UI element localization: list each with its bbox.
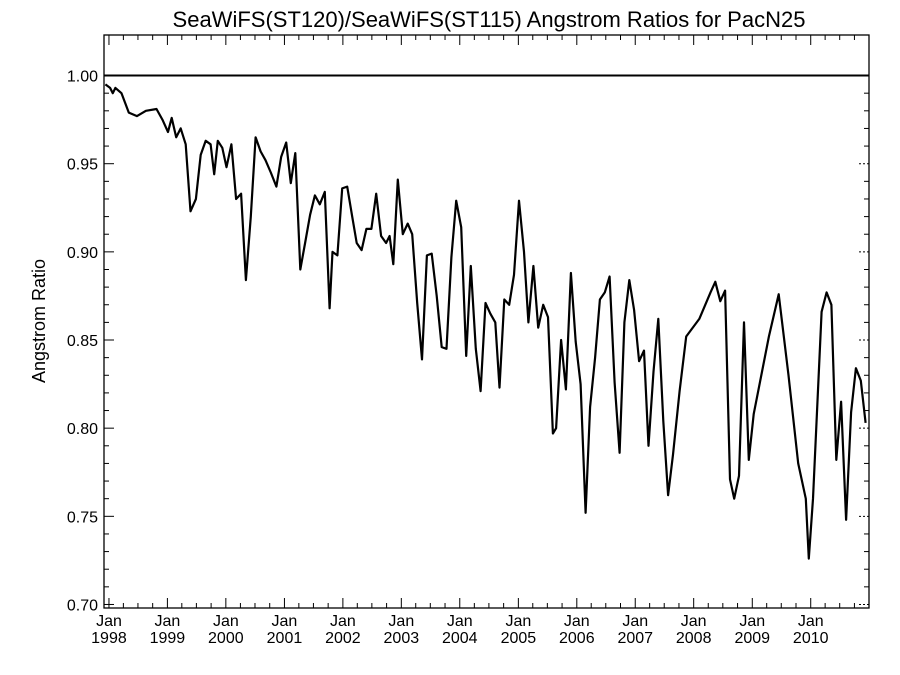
- x-tick-month: Jan: [622, 613, 648, 630]
- y-tick-label: 1.00: [67, 69, 98, 86]
- x-tick-year: 2006: [559, 630, 595, 647]
- x-tick-year: 2003: [384, 630, 420, 647]
- x-tick-year: 2007: [617, 630, 653, 647]
- x-tick-year: 2004: [442, 630, 478, 647]
- x-tick-month: Jan: [96, 613, 122, 630]
- x-tick-year: 2009: [734, 630, 770, 647]
- y-tick-label: 0.95: [67, 157, 98, 174]
- x-tick-month: Jan: [213, 613, 239, 630]
- x-tick-month: Jan: [505, 613, 531, 630]
- x-tick-year: 1998: [91, 630, 127, 647]
- x-tick-year: 2008: [676, 630, 712, 647]
- x-tick-year: 1999: [150, 630, 186, 647]
- x-tick-year: 2002: [325, 630, 361, 647]
- x-tick-month: Jan: [739, 613, 765, 630]
- x-tick-month: Jan: [155, 613, 181, 630]
- y-tick-label: 0.70: [67, 597, 98, 614]
- y-axis-label: Angstrom Ratio: [29, 259, 49, 383]
- x-tick-year: 2010: [793, 630, 829, 647]
- x-tick-month: Jan: [447, 613, 473, 630]
- y-tick-label: 0.75: [67, 509, 98, 526]
- y-tick-label: 0.90: [67, 245, 98, 262]
- x-tick-year: 2001: [267, 630, 303, 647]
- y-tick-label: 0.85: [67, 333, 98, 350]
- x-tick-year: 2000: [208, 630, 244, 647]
- x-tick-month: Jan: [798, 613, 824, 630]
- y-axis-ticks: 0.70 0.75 0.80 0.85 0.90 0.95 1.00: [67, 69, 869, 614]
- x-tick-month: Jan: [272, 613, 298, 630]
- x-tick-month: Jan: [388, 613, 414, 630]
- y-tick-label: 0.80: [67, 421, 98, 438]
- plot-frame: [103, 34, 870, 609]
- x-tick-year: 2005: [501, 630, 537, 647]
- x-axis-ticks: Jan1998Jan1999Jan2000Jan2001Jan2002Jan20…: [91, 35, 855, 647]
- x-tick-month: Jan: [564, 613, 590, 630]
- chart-title: SeaWiFS(ST120)/SeaWiFS(ST115) Angstrom R…: [173, 7, 806, 32]
- series-line: [104, 83, 867, 560]
- x-tick-month: Jan: [330, 613, 356, 630]
- x-tick-month: Jan: [681, 613, 707, 630]
